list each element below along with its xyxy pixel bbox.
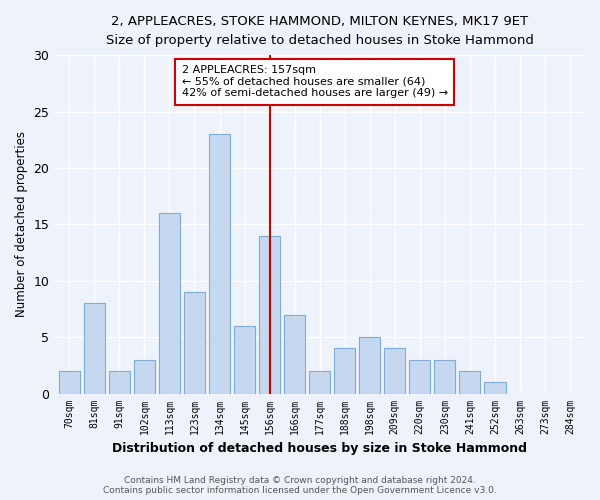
Bar [409,360,430,394]
Bar [259,236,280,394]
Text: 2 APPLEACRES: 157sqm
← 55% of detached houses are smaller (64)
42% of semi-detac: 2 APPLEACRES: 157sqm ← 55% of detached h… [182,66,448,98]
Bar [334,348,355,394]
X-axis label: Distribution of detached houses by size in Stoke Hammond: Distribution of detached houses by size … [112,442,527,455]
Bar [359,337,380,394]
Bar [384,348,406,394]
Bar [59,371,80,394]
Text: Contains HM Land Registry data © Crown copyright and database right 2024.
Contai: Contains HM Land Registry data © Crown c… [103,476,497,495]
Bar [434,360,455,394]
Bar [84,304,105,394]
Bar [109,371,130,394]
Bar [484,382,506,394]
Bar [134,360,155,394]
Bar [209,134,230,394]
Bar [159,213,180,394]
Bar [309,371,330,394]
Bar [459,371,481,394]
Y-axis label: Number of detached properties: Number of detached properties [15,132,28,318]
Bar [234,326,255,394]
Bar [284,314,305,394]
Title: 2, APPLEACRES, STOKE HAMMOND, MILTON KEYNES, MK17 9ET
Size of property relative : 2, APPLEACRES, STOKE HAMMOND, MILTON KEY… [106,15,533,47]
Bar [184,292,205,394]
